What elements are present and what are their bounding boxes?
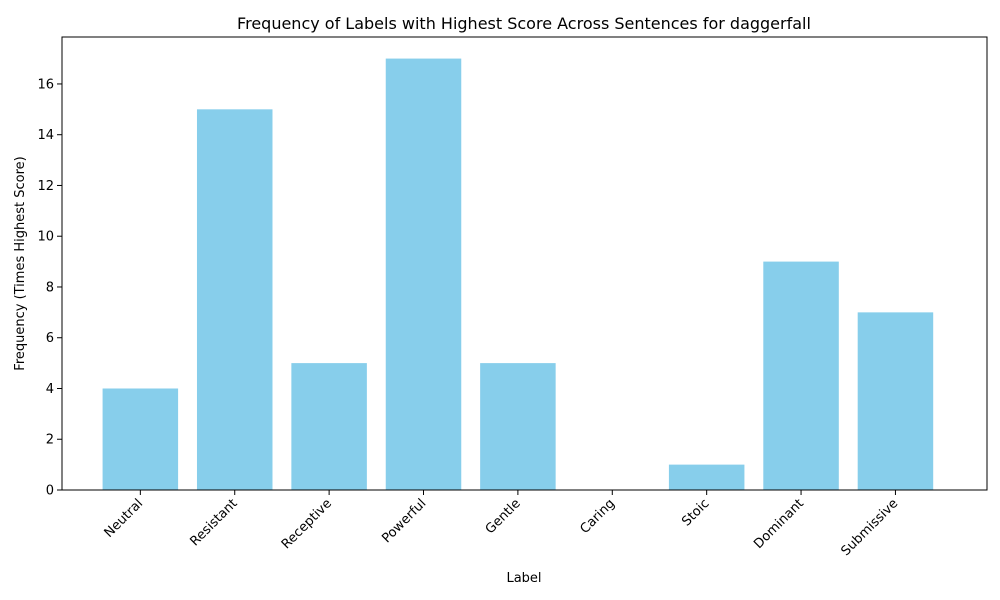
bar-stoic [668, 464, 745, 490]
y-tick-label: 0 [46, 484, 54, 499]
x-tick-label: Submissive [838, 496, 901, 559]
y-tick-label: 12 [37, 179, 54, 194]
chart-title: Frequency of Labels with Highest Score A… [237, 14, 811, 33]
y-axis-label: Frequency (Times Highest Score) [13, 156, 28, 370]
y-tick-label: 16 [37, 77, 54, 92]
x-tick-label: Dominant [751, 496, 807, 552]
x-tick-label: Neutral [102, 496, 147, 541]
bar-neutral [102, 388, 179, 490]
bars-group [102, 58, 934, 490]
x-tick-label: Resistant [188, 496, 241, 549]
x-tick-label: Stoic [679, 496, 712, 529]
x-tick-label: Gentle [483, 496, 524, 537]
bar-resistant [196, 109, 273, 490]
bar-receptive [291, 363, 367, 490]
y-tick-label: 2 [46, 433, 54, 448]
y-tick-label: 6 [46, 331, 54, 346]
bar-powerful [385, 58, 462, 490]
x-axis-ticks: Neutral Resistant Receptive Powerful Gentle C… [102, 490, 901, 559]
y-tick-label: 4 [46, 382, 54, 397]
y-axis-ticks: 0 2 4 6 8 10 12 14 16 [37, 77, 62, 499]
y-tick-label: 8 [46, 280, 54, 295]
y-tick-label: 10 [37, 230, 54, 245]
bar-dominant [763, 261, 839, 490]
plot-frame [61, 36, 988, 491]
y-tick-label: 14 [37, 128, 54, 143]
x-tick-label: Receptive [279, 496, 335, 552]
bar-submissive [857, 312, 934, 490]
bar-gentle [480, 363, 556, 490]
x-tick-label: Powerful [379, 496, 429, 546]
x-tick-label: Caring [577, 496, 618, 537]
x-axis-label: Label [506, 571, 541, 586]
